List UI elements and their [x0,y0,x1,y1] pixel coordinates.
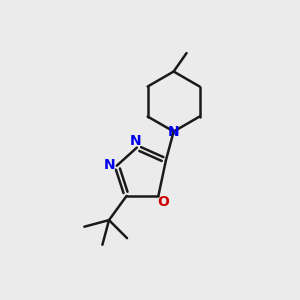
Text: O: O [157,195,169,209]
Text: N: N [129,134,141,148]
Text: N: N [103,158,115,172]
Text: N: N [168,124,179,139]
